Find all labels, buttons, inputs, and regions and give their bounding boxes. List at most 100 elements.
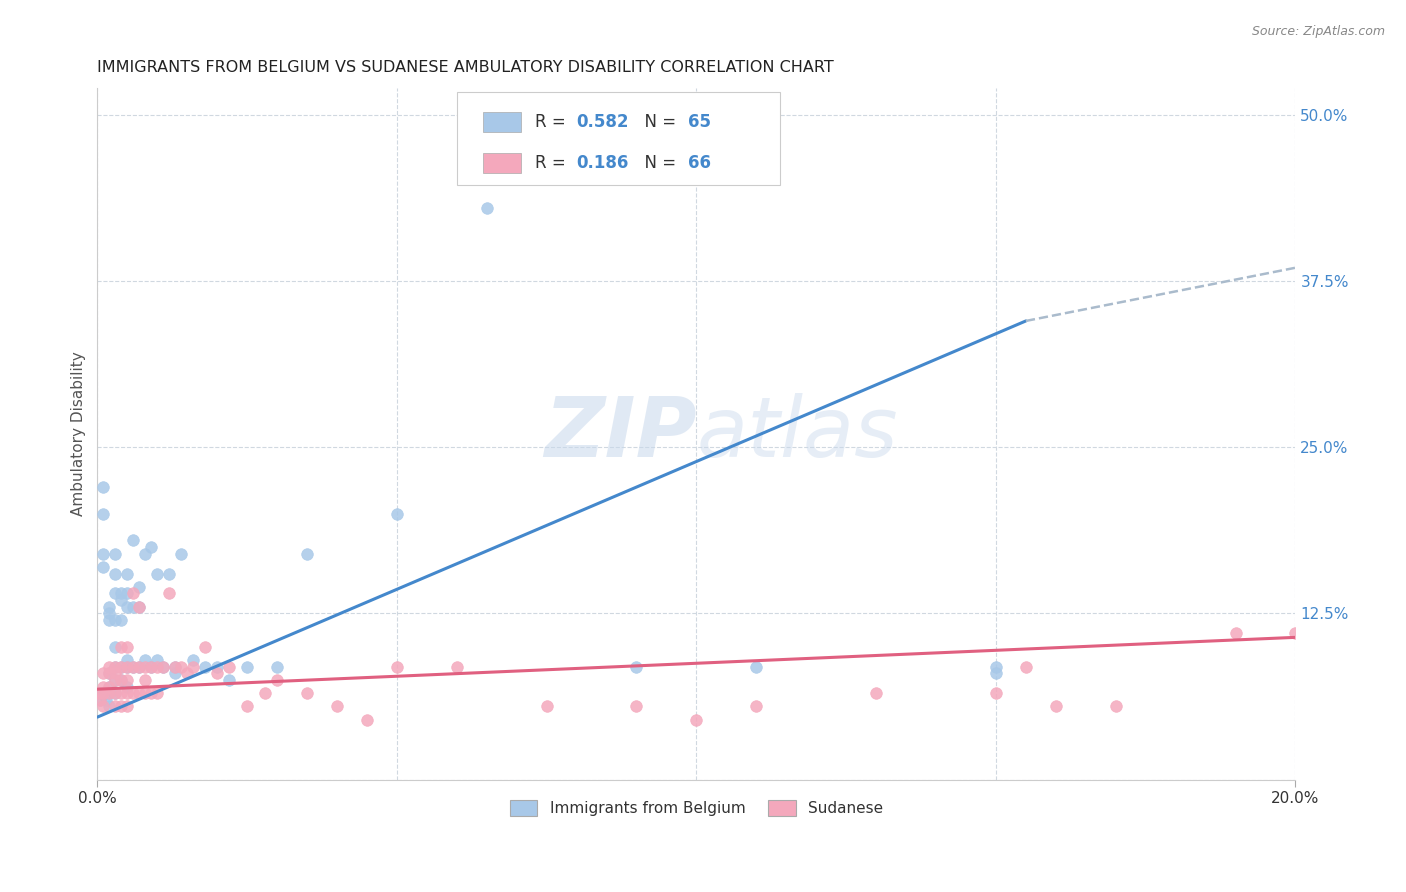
Point xyxy=(170,547,193,561)
Point xyxy=(181,653,204,667)
Point xyxy=(128,580,150,594)
Point xyxy=(104,613,127,627)
Point xyxy=(104,659,127,673)
Point xyxy=(165,666,187,681)
Point xyxy=(104,686,127,700)
Point xyxy=(98,659,121,673)
Point xyxy=(446,659,468,673)
Point xyxy=(104,547,127,561)
Point xyxy=(117,599,139,614)
Point xyxy=(146,653,169,667)
Point xyxy=(104,586,127,600)
Point xyxy=(266,673,288,687)
Point xyxy=(128,659,150,673)
Point xyxy=(295,686,318,700)
Point xyxy=(104,686,127,700)
Point xyxy=(475,201,498,215)
Point xyxy=(110,673,132,687)
Legend: Immigrants from Belgium, Sudanese: Immigrants from Belgium, Sudanese xyxy=(502,793,890,824)
FancyBboxPatch shape xyxy=(457,92,780,185)
Point xyxy=(104,673,127,687)
Point xyxy=(98,680,121,694)
Point xyxy=(295,547,318,561)
Point xyxy=(134,653,156,667)
Point xyxy=(205,659,228,673)
Point xyxy=(165,659,187,673)
Point xyxy=(152,659,174,673)
Point xyxy=(385,507,408,521)
Point xyxy=(93,666,115,681)
Text: ZIP: ZIP xyxy=(544,393,696,475)
Point xyxy=(117,686,139,700)
Point xyxy=(146,686,169,700)
Point xyxy=(134,673,156,687)
Point xyxy=(141,686,163,700)
Point xyxy=(385,659,408,673)
Text: atlas: atlas xyxy=(696,393,898,475)
Point xyxy=(93,686,115,700)
Point xyxy=(128,599,150,614)
Point xyxy=(122,659,145,673)
Point xyxy=(218,673,240,687)
Point xyxy=(157,566,180,581)
Point xyxy=(117,659,139,673)
Point xyxy=(984,659,1007,673)
Point xyxy=(181,659,204,673)
Point xyxy=(122,659,145,673)
Point xyxy=(117,659,139,673)
Point xyxy=(141,659,163,673)
Point xyxy=(218,659,240,673)
Point xyxy=(205,666,228,681)
Point xyxy=(110,640,132,654)
Point xyxy=(104,566,127,581)
Point xyxy=(104,699,127,714)
Point xyxy=(745,699,768,714)
Point xyxy=(93,680,115,694)
Point xyxy=(96,686,118,700)
Point xyxy=(110,659,132,673)
Point xyxy=(104,666,127,681)
Text: IMMIGRANTS FROM BELGIUM VS SUDANESE AMBULATORY DISABILITY CORRELATION CHART: IMMIGRANTS FROM BELGIUM VS SUDANESE AMBU… xyxy=(97,60,834,75)
Y-axis label: Ambulatory Disability: Ambulatory Disability xyxy=(72,351,86,516)
Point xyxy=(98,686,121,700)
Point xyxy=(157,586,180,600)
Text: 66: 66 xyxy=(688,154,711,172)
Point xyxy=(93,507,115,521)
Point xyxy=(89,693,111,707)
Point xyxy=(1105,699,1128,714)
Text: N =: N = xyxy=(634,113,682,131)
Point xyxy=(170,659,193,673)
Point xyxy=(146,659,169,673)
Point xyxy=(122,599,145,614)
Point xyxy=(98,666,121,681)
Point xyxy=(236,699,259,714)
Point xyxy=(110,659,132,673)
Point xyxy=(1015,659,1038,673)
Point xyxy=(1225,626,1247,640)
Point xyxy=(110,593,132,607)
Point xyxy=(89,686,111,700)
Point xyxy=(89,693,111,707)
Point xyxy=(984,686,1007,700)
Point xyxy=(266,659,288,673)
Point xyxy=(104,640,127,654)
Point xyxy=(685,713,707,727)
Point xyxy=(93,560,115,574)
Text: R =: R = xyxy=(534,154,571,172)
Point xyxy=(128,686,150,700)
Point xyxy=(98,599,121,614)
Point xyxy=(93,699,115,714)
Point xyxy=(152,659,174,673)
Point xyxy=(93,480,115,494)
Point xyxy=(110,699,132,714)
Point xyxy=(128,599,150,614)
Point xyxy=(865,686,887,700)
Point xyxy=(122,686,145,700)
Point xyxy=(254,686,277,700)
Point xyxy=(110,613,132,627)
Point xyxy=(134,686,156,700)
Point xyxy=(626,699,648,714)
Point xyxy=(90,686,112,700)
Point xyxy=(134,659,156,673)
Point xyxy=(356,713,378,727)
